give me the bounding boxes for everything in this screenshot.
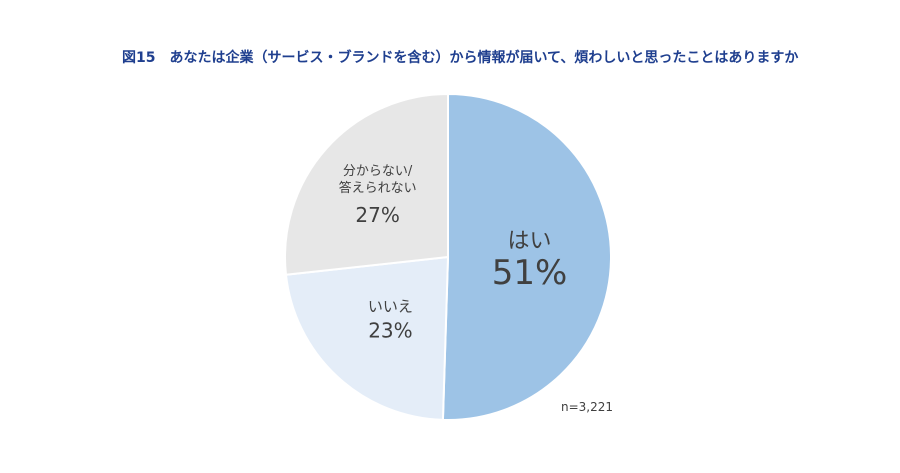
pie-slice-2 bbox=[284, 255, 450, 421]
slice-value-label-1: 51% bbox=[492, 253, 568, 293]
chart-title: 図15 あなたは企業（サービス・ブランドを含む）から情報が届いて、煩わしいと思っ… bbox=[122, 50, 799, 66]
pie-slice-3 bbox=[284, 92, 449, 276]
slice-name-label-2-line-1: いいえ bbox=[368, 297, 413, 315]
sample-size-note: n=3,221 bbox=[561, 400, 614, 414]
slice-name-label-3-line-2: 答えられない bbox=[339, 180, 417, 196]
slice-name-label-3-line-1: 分からない/ bbox=[343, 164, 413, 179]
slice-name-label-1-line-1: はい bbox=[507, 229, 551, 254]
slice-value-label-2: 23% bbox=[368, 318, 412, 342]
pie-slice-1 bbox=[441, 92, 612, 421]
slice-value-label-3: 27% bbox=[355, 203, 399, 227]
